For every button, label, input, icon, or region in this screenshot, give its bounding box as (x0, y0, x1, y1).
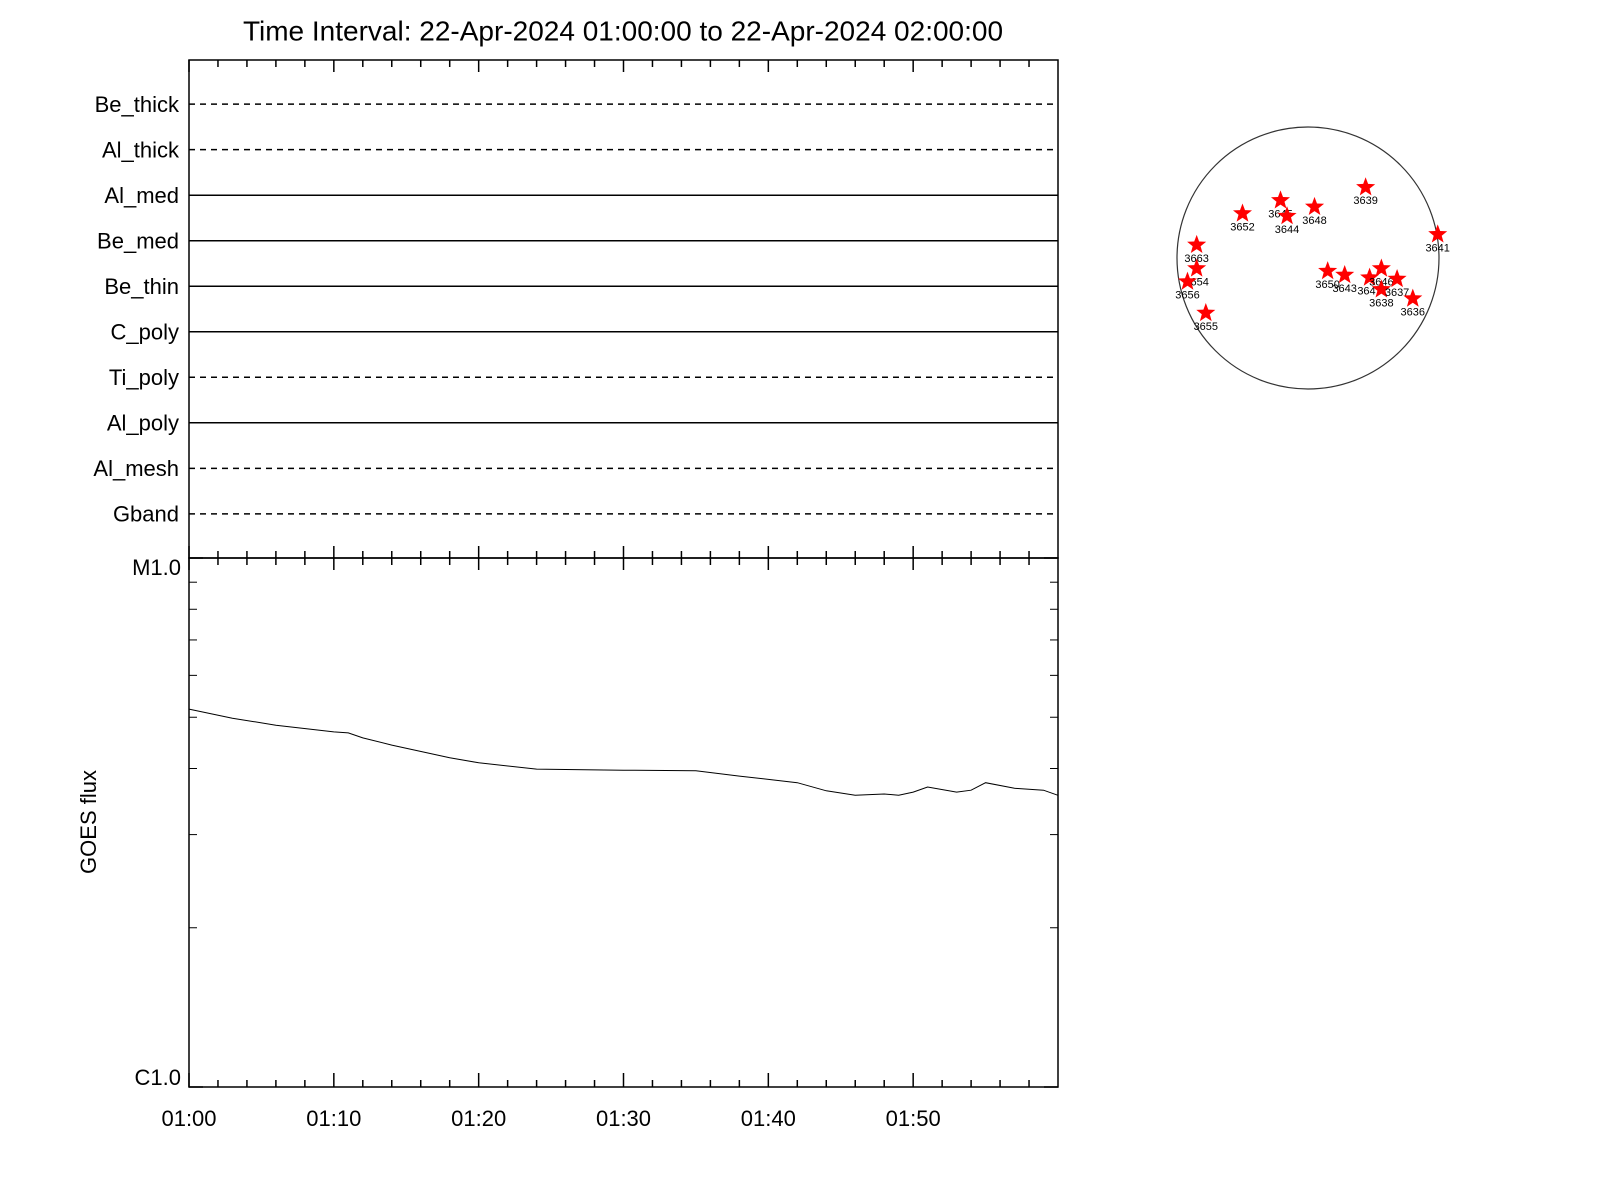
x-tick-label: 01:30 (596, 1106, 651, 1131)
x-tick-label: 01:50 (886, 1106, 941, 1131)
region-label: 3643 (1332, 283, 1356, 295)
region-label: 3636 (1401, 307, 1425, 319)
flux-line (188, 708, 1059, 796)
region-star (1178, 271, 1197, 290)
region-star (1371, 279, 1391, 298)
region-star (1233, 203, 1252, 222)
filter-label: Gband (113, 502, 179, 527)
filter-label: Be_thin (104, 274, 179, 299)
region-label: 3638 (1369, 297, 1393, 309)
region-star (1318, 261, 1338, 280)
region-star (1335, 265, 1355, 284)
x-tick-label: 01:20 (451, 1106, 506, 1131)
y-tick-label: M1.0 (132, 555, 181, 580)
y-tick-label: C1.0 (135, 1065, 181, 1090)
filter-label: Be_thick (95, 92, 180, 117)
region-label: 3652 (1230, 221, 1254, 233)
region-star (1360, 267, 1380, 286)
region-star (1196, 303, 1216, 322)
region-label: 3656 (1175, 289, 1199, 301)
region-star (1387, 269, 1407, 288)
region-label: 3639 (1353, 195, 1377, 207)
filter-label: Al_med (104, 183, 179, 208)
region-star (1187, 258, 1207, 277)
x-tick-label: 01:40 (741, 1106, 796, 1131)
region-label: 3641 (1425, 242, 1449, 254)
solar-disk (1176, 126, 1440, 390)
filter-label: Al_thick (102, 137, 180, 162)
region-star (1271, 190, 1290, 209)
x-tick-label: 01:00 (161, 1106, 216, 1131)
region-label: 3637 (1385, 287, 1409, 299)
filter-label: Ti_poly (109, 365, 179, 390)
region-star (1371, 258, 1391, 277)
filter-label: Al_mesh (93, 456, 179, 481)
region-star (1305, 196, 1325, 215)
region-label: 3644 (1275, 224, 1299, 236)
filter-label: C_poly (111, 320, 179, 345)
region-label: 3655 (1194, 321, 1218, 333)
chart-title: Time Interval: 22-Apr-2024 01:00:00 to 2… (243, 15, 1003, 46)
y-axis-label: GOES flux (76, 770, 101, 874)
region-star (1356, 177, 1376, 196)
filter-label: Be_med (97, 229, 179, 254)
x-tick-label: 01:10 (306, 1106, 361, 1131)
region-star (1428, 224, 1448, 243)
region-label: 3648 (1302, 215, 1326, 227)
region-star (1277, 206, 1297, 225)
region-star (1403, 288, 1423, 307)
filter-label: Al_poly (107, 411, 179, 436)
region-star (1187, 234, 1207, 253)
region-label: 3650 (1315, 279, 1339, 291)
